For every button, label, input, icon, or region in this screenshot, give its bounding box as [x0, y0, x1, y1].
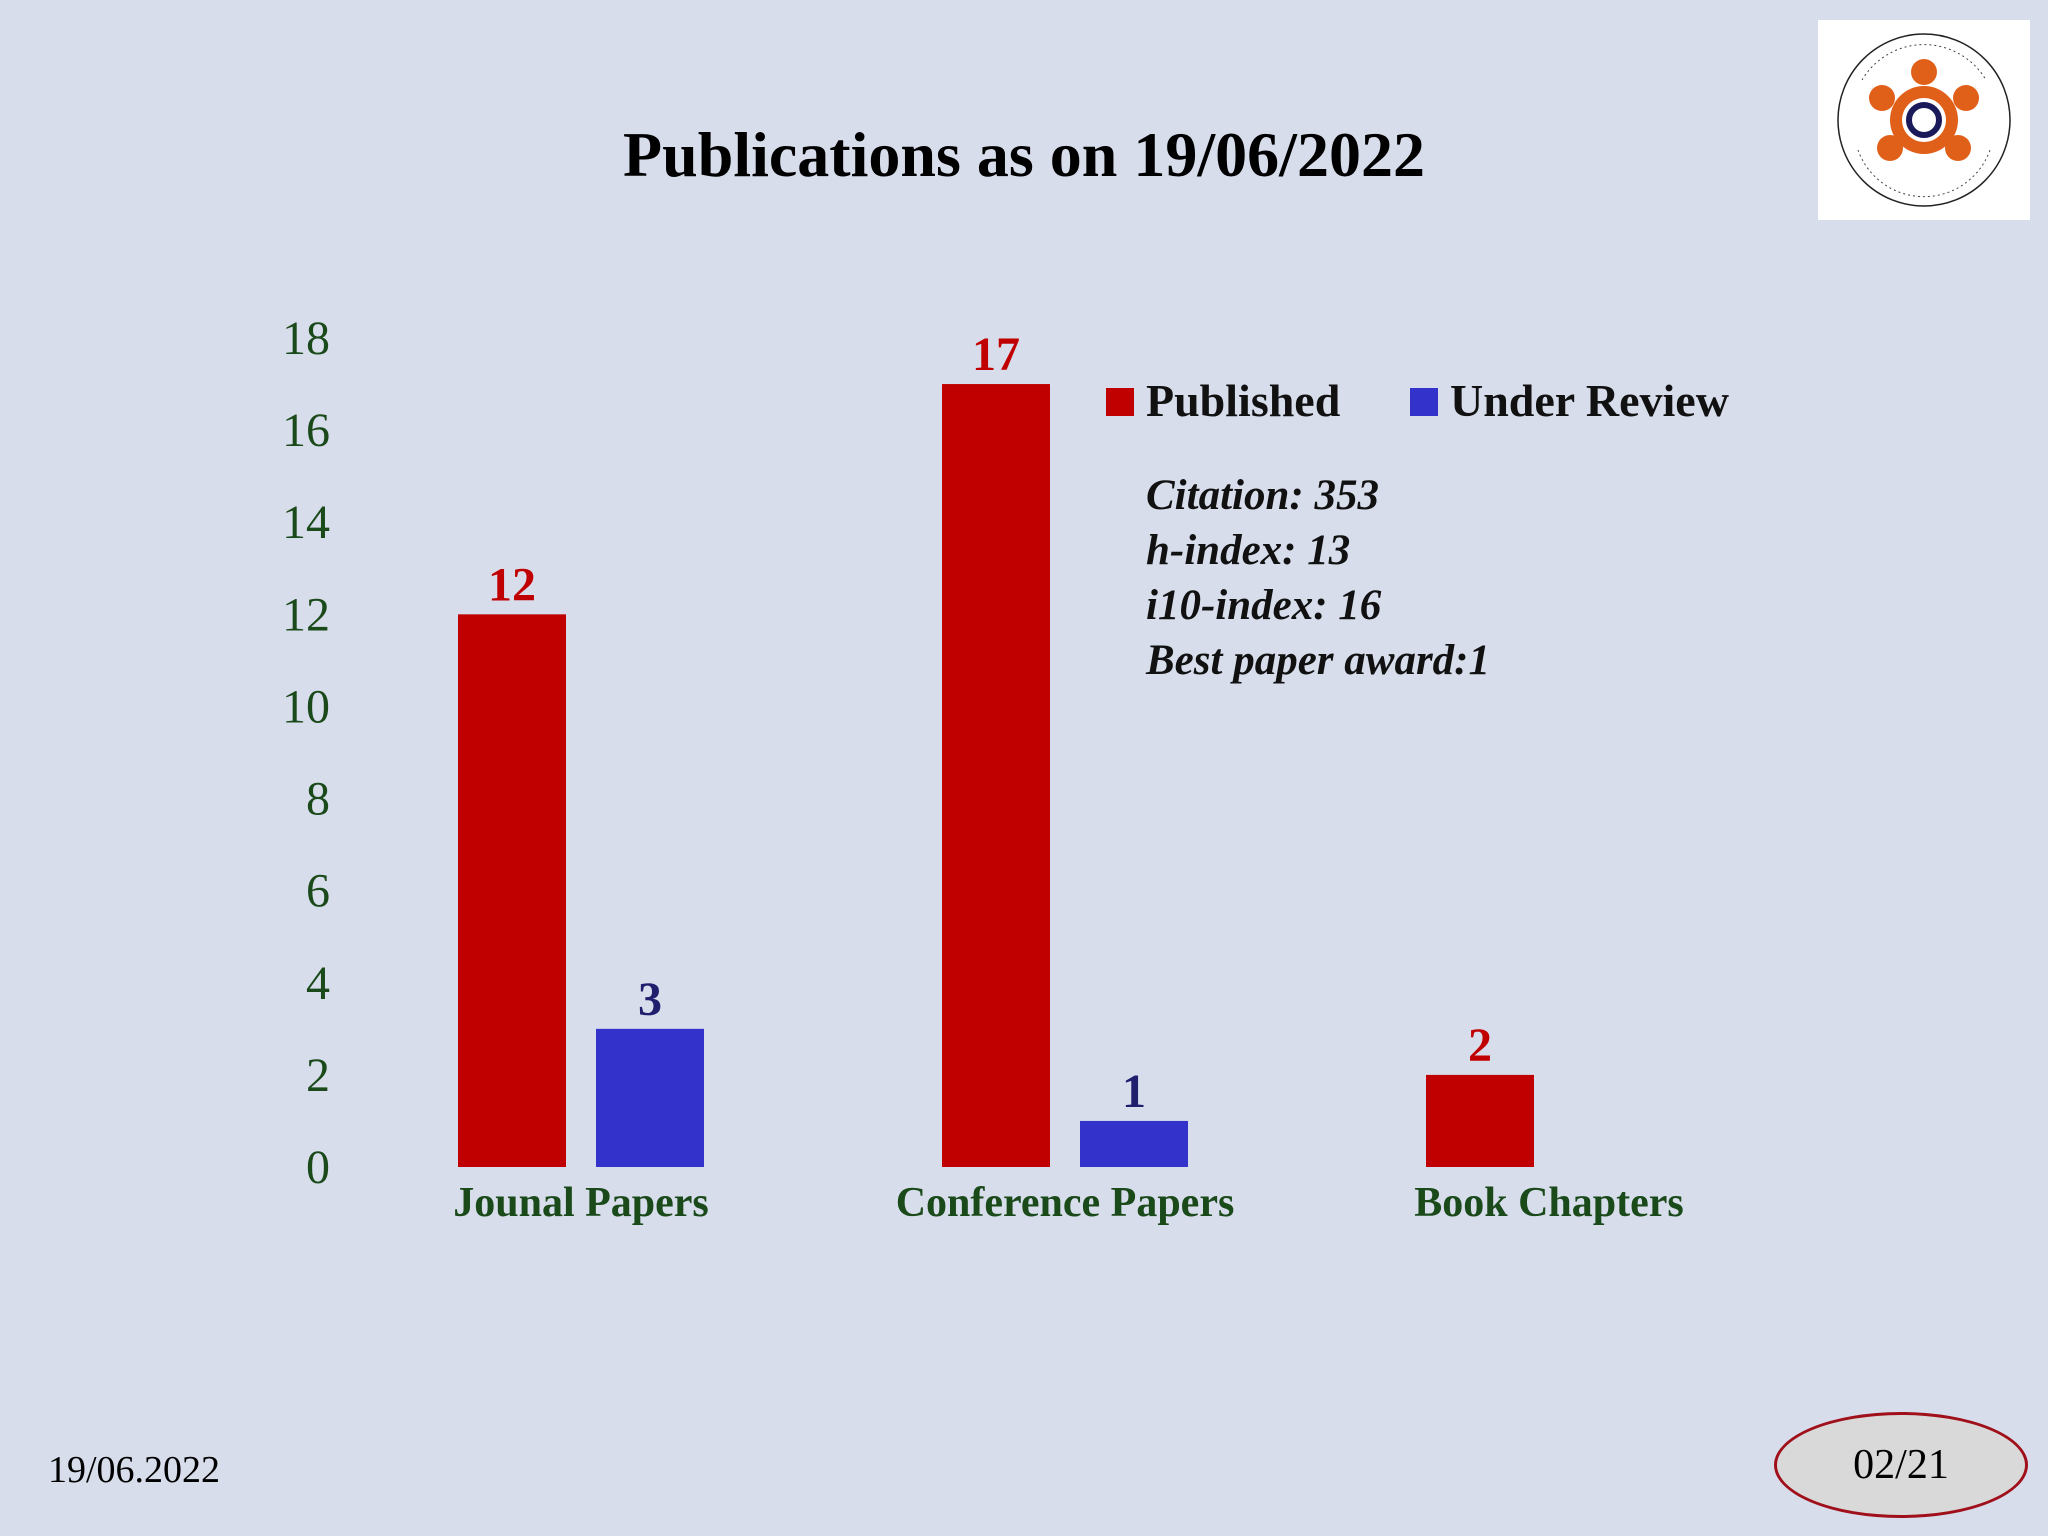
bar-published	[1426, 1074, 1534, 1167]
bar-published	[458, 614, 566, 1167]
legend-published-label: Published	[1146, 375, 1341, 426]
y-tick-label: 8	[306, 773, 330, 826]
institute-logo	[1818, 20, 2030, 220]
legend-under-review-label: Under Review	[1450, 375, 1729, 426]
citation-stats: Citation: 353 h-index: 13 i10-index: 16 …	[1146, 468, 1490, 688]
bar-chart: 0 2 4 6 8 10 12 14 16 18 12 17 2 3 1 Jounal Papers Confe…	[282, 312, 1729, 1226]
legend-published-swatch	[1106, 388, 1134, 416]
y-tick-label: 4	[306, 957, 330, 1010]
y-tick-label: 18	[282, 312, 330, 365]
slide-title: Publications as on 19/06/2022	[623, 119, 1425, 190]
y-tick-label: 14	[282, 496, 330, 549]
x-category-label: Book Chapters	[1414, 1180, 1684, 1226]
i10-index: i10-index: 16	[1146, 582, 1382, 629]
x-category-label: Conference Papers	[896, 1180, 1235, 1226]
bar-data-label: 17	[972, 328, 1020, 381]
bar-data-label: 1	[1122, 1065, 1146, 1118]
y-tick-label: 0	[306, 1141, 330, 1194]
y-tick-label: 2	[306, 1049, 330, 1102]
footer-date: 19/06.2022	[48, 1449, 221, 1491]
page-number-badge: 02/21	[1774, 1412, 2028, 1518]
bar-published	[942, 384, 1050, 1167]
y-tick-label: 10	[282, 680, 330, 733]
bar-under-review	[1080, 1120, 1188, 1167]
bar-under-review	[596, 1028, 704, 1167]
legend-under-review-swatch	[1410, 388, 1438, 416]
best-paper-award: Best paper award:1	[1146, 637, 1490, 684]
h-index: h-index: 13	[1146, 527, 1351, 574]
y-tick-label: 6	[306, 865, 330, 918]
x-category-label: Jounal Papers	[453, 1180, 709, 1226]
citation-count: Citation: 353	[1146, 472, 1379, 519]
bar-data-label: 2	[1468, 1019, 1492, 1072]
bar-data-label: 12	[488, 558, 536, 611]
logo-emblem-icon	[1837, 33, 2011, 207]
y-tick-label: 16	[282, 404, 330, 457]
y-tick-label: 12	[282, 588, 330, 641]
bar-data-label: 3	[638, 973, 662, 1026]
